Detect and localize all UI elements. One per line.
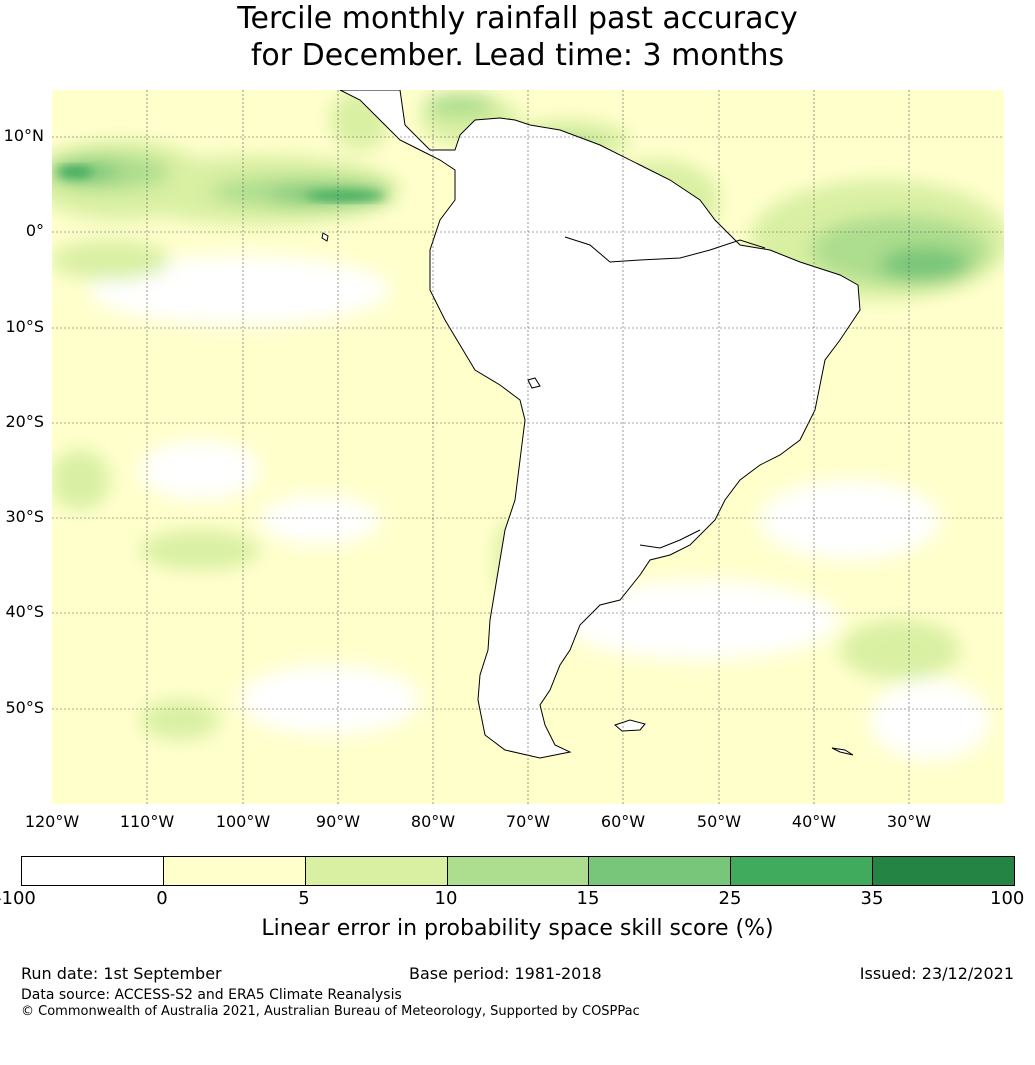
colorbar-tick: 100 — [990, 888, 1025, 909]
south-georgia — [831, 747, 854, 756]
lon-label-80w: 80°W — [410, 812, 456, 831]
colorbar-tick: -100 — [0, 888, 36, 909]
south-america-land — [339, 90, 861, 759]
lon-label-110w: 110°W — [119, 812, 175, 831]
lon-label-70w: 70°W — [505, 812, 551, 831]
colorbar-segment — [163, 857, 306, 885]
lon-label-60w: 60°W — [600, 812, 646, 831]
colorbar-segment — [305, 857, 448, 885]
galapagos — [321, 232, 329, 242]
map-title: Tercile monthly rainfall past accuracy f… — [0, 0, 1035, 74]
colorbar-label: Linear error in probability space skill … — [261, 916, 774, 941]
lat-label-50s: 50°S — [5, 698, 44, 717]
lat-label-10s: 10°S — [5, 317, 44, 336]
lon-label-100w: 100°W — [215, 812, 271, 831]
skill-peaks — [57, 166, 385, 201]
lat-label-40s: 40°S — [5, 602, 44, 621]
lon-label-90w: 90°W — [315, 812, 361, 831]
lon-label-40w: 40°W — [791, 812, 837, 831]
amazon-river — [564, 236, 766, 263]
issued-date: Issued: 23/12/2021 — [859, 964, 1014, 983]
falkland-islands — [614, 719, 646, 732]
lat-label-10n: 10°N — [3, 126, 44, 145]
copyright: © Commonwealth of Australia 2021, Austra… — [21, 1004, 640, 1019]
lat-label-0: 0° — [25, 221, 44, 240]
lake-titicaca — [527, 377, 541, 389]
lon-label-30w: 30°W — [886, 812, 932, 831]
colorbar — [21, 856, 1015, 886]
colorbar-segment — [589, 857, 732, 885]
colorbar-segment — [447, 857, 590, 885]
colorbar-segment — [873, 857, 1015, 885]
lat-label-20s: 20°S — [5, 412, 44, 431]
colorbar-tick: 5 — [298, 888, 310, 909]
colorbar-tick: 0 — [156, 888, 168, 909]
base-period: Base period: 1981-2018 — [409, 964, 602, 983]
colorbar-tick: 10 — [434, 888, 458, 909]
colorbar-tick: 35 — [860, 888, 884, 909]
colorbar-tick: 15 — [576, 888, 600, 909]
lat-label-30s: 30°S — [5, 507, 44, 526]
colorbar-segment — [22, 857, 164, 885]
colorbar-segment — [731, 857, 874, 885]
skill-score-map — [52, 90, 1004, 804]
rio-de-la-plata — [639, 529, 701, 549]
data-source: Data source: ACCESS-S2 and ERA5 Climate … — [21, 987, 402, 1003]
lon-label-120w: 120°W — [24, 812, 80, 831]
graticule — [52, 90, 1004, 804]
run-date: Run date: 1st September — [21, 964, 222, 983]
colorbar-tick: 25 — [718, 888, 742, 909]
title-line-1: Tercile monthly rainfall past accuracy — [237, 1, 798, 36]
lon-label-50w: 50°W — [696, 812, 742, 831]
title-line-2: for December. Lead time: 3 months — [250, 38, 785, 73]
